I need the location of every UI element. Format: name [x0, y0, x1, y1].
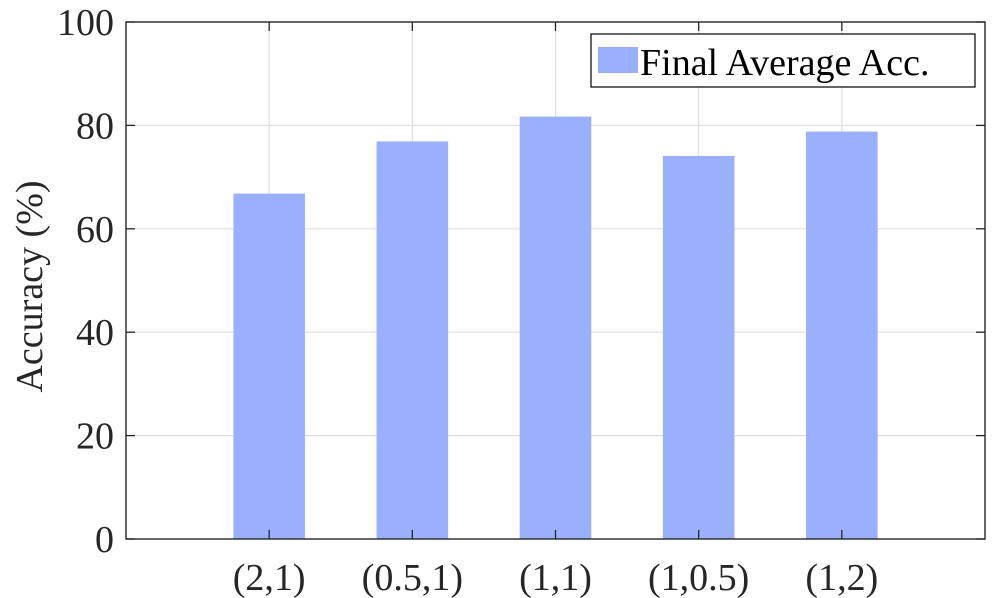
legend-label: Final Average Acc.: [640, 42, 929, 84]
legend-box: [590, 33, 976, 88]
legend-swatch: [598, 47, 638, 73]
y-tick-label: 80: [76, 105, 114, 147]
plot-area: [125, 21, 986, 540]
bar: [662, 155, 735, 539]
x-tick-label: (0.5,1): [362, 557, 463, 598]
y-tick-label: 20: [76, 416, 114, 458]
x-tick-label: (1,1): [519, 557, 592, 598]
x-tick-label: (1,0.5): [648, 557, 749, 598]
y-tick-label: 0: [95, 519, 114, 561]
y-tick-label: 40: [76, 312, 114, 354]
bar: [806, 131, 878, 539]
x-tick-labels: (2,1) (0.5,1) (1,1) (1,0.5) (1,2): [233, 557, 878, 598]
x-tick-label: (1,2): [805, 557, 878, 598]
y-tick-labels: 0 20 40 60 80 100: [57, 2, 114, 561]
y-tick-label: 60: [76, 209, 114, 251]
x-tick-label: (2,1): [233, 557, 306, 598]
bar: [233, 193, 305, 540]
bar: [519, 116, 592, 540]
legend: Final Average Acc.: [590, 33, 976, 88]
y-axis-label: Accuracy (%): [9, 180, 51, 392]
bars: [233, 116, 878, 540]
axis-ticks: [126, 21, 985, 540]
y-tick-label: 100: [57, 2, 114, 44]
bar: [376, 141, 449, 539]
